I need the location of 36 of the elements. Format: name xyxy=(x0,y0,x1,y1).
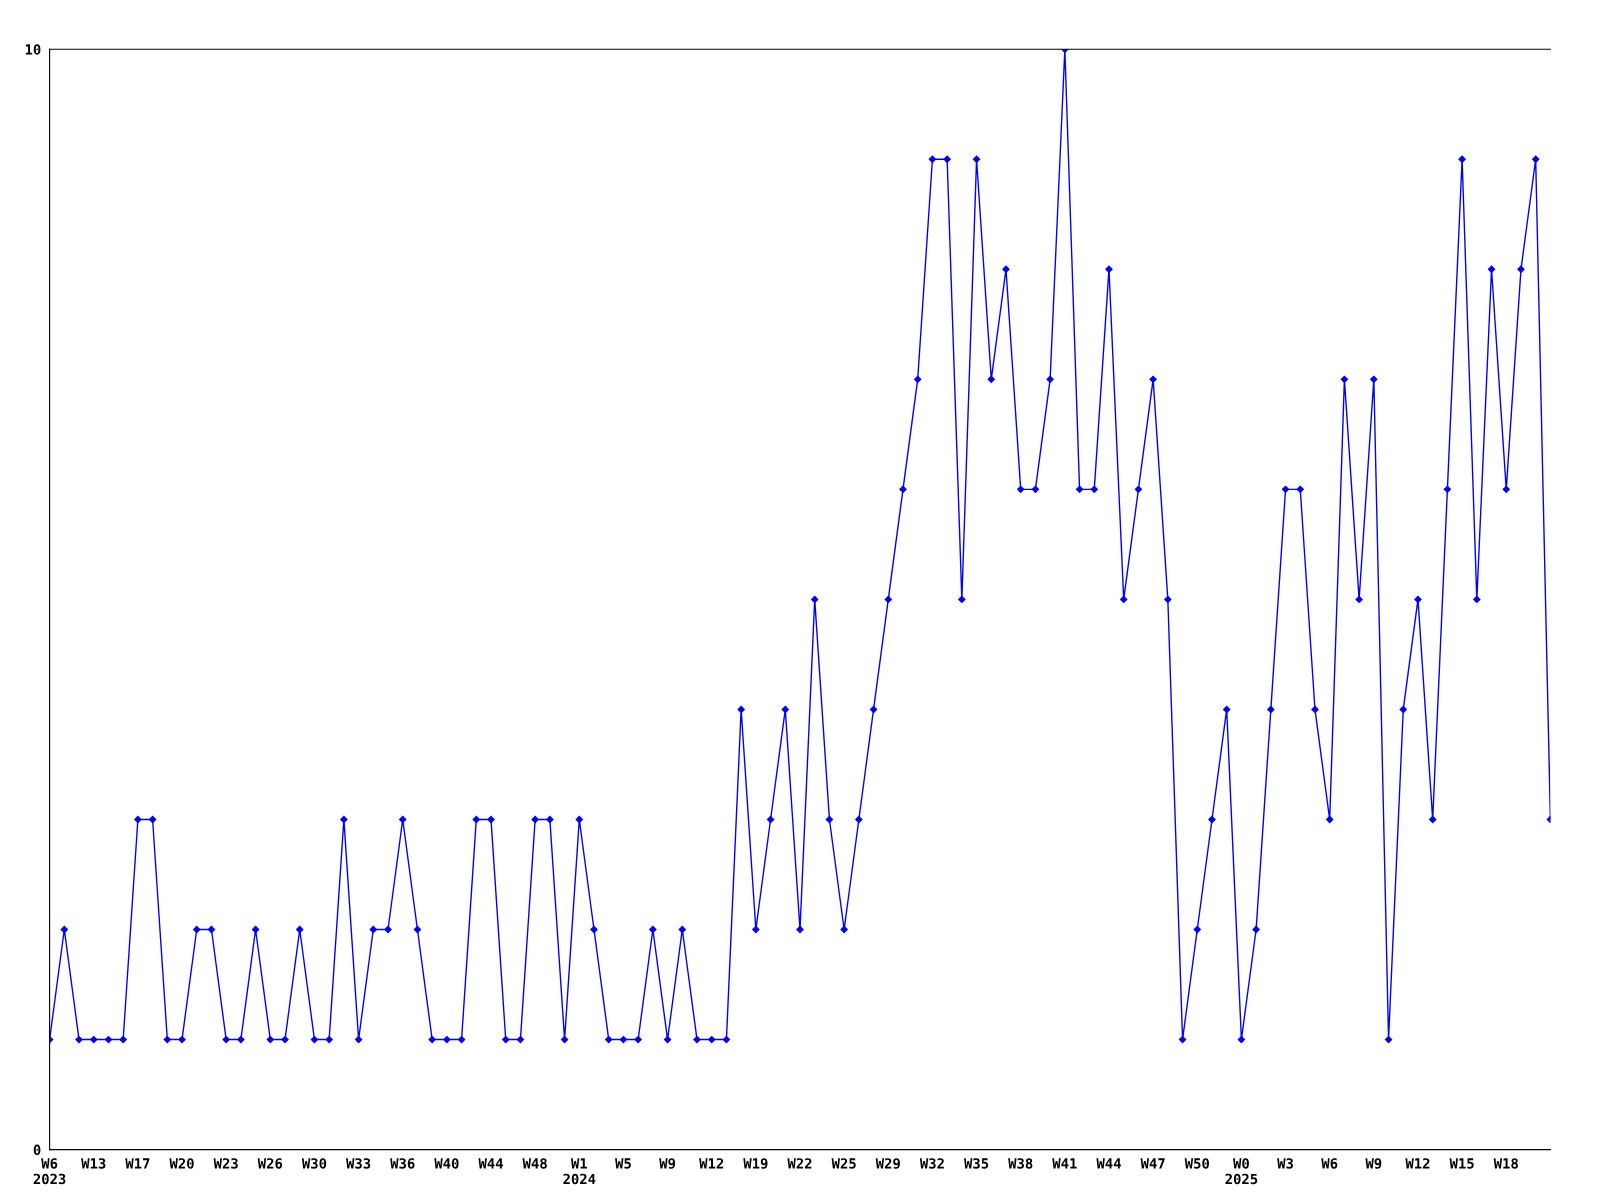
x-tick-label: W44 xyxy=(1096,1158,1121,1169)
x-tick-label: W5 xyxy=(615,1158,631,1169)
x-tick-label: W17 xyxy=(125,1158,150,1169)
x-tick-label: W30 xyxy=(301,1158,327,1169)
x-tick-label: W26 xyxy=(257,1158,283,1169)
x-tick-label: W23 xyxy=(213,1158,238,1169)
x-tick-label: W13 xyxy=(81,1158,106,1169)
x-tick-label: W47 xyxy=(1140,1158,1165,1169)
x-tick-label: W9 xyxy=(659,1158,676,1169)
x-tick-label: W29 xyxy=(875,1158,900,1169)
x-tick-label: W12 xyxy=(1405,1158,1430,1169)
x-tick-label: W15 xyxy=(1449,1158,1474,1169)
x-tick-label: W20 xyxy=(169,1158,194,1169)
x-tick-label: W6 xyxy=(1321,1158,1338,1169)
x-tick-label: W19 xyxy=(743,1158,768,1169)
x-tick-label: W12 xyxy=(699,1158,724,1169)
x-tick-label: W41 xyxy=(1052,1158,1077,1169)
x-tick-label: W50 xyxy=(1184,1158,1209,1169)
x-tick-label: W0 2025 xyxy=(1225,1158,1258,1185)
x-tick-label: W1 2024 xyxy=(563,1158,596,1185)
x-tick-label: W9 xyxy=(1365,1158,1382,1169)
y-tick-label: 0 xyxy=(33,1144,41,1156)
x-tick-label: W22 xyxy=(787,1158,812,1169)
x-tick-label: W44 xyxy=(478,1158,503,1169)
x-tick-label: W35 xyxy=(964,1158,989,1169)
x-tick-label: W33 xyxy=(346,1158,371,1169)
x-tick-label: W6 2023 xyxy=(33,1158,66,1185)
x-tick-label: W3 xyxy=(1277,1158,1294,1169)
x-tick-label: W32 xyxy=(919,1158,944,1169)
x-tick-label: W36 xyxy=(390,1158,415,1169)
x-tick-label: W38 xyxy=(1008,1158,1033,1169)
x-tick-label: W25 xyxy=(831,1158,856,1169)
y-tick-label: 10 xyxy=(25,44,41,55)
x-tick-label: W18 xyxy=(1493,1158,1518,1169)
x-tick-label: W40 xyxy=(434,1158,459,1169)
x-tick-label: W48 xyxy=(522,1158,547,1169)
